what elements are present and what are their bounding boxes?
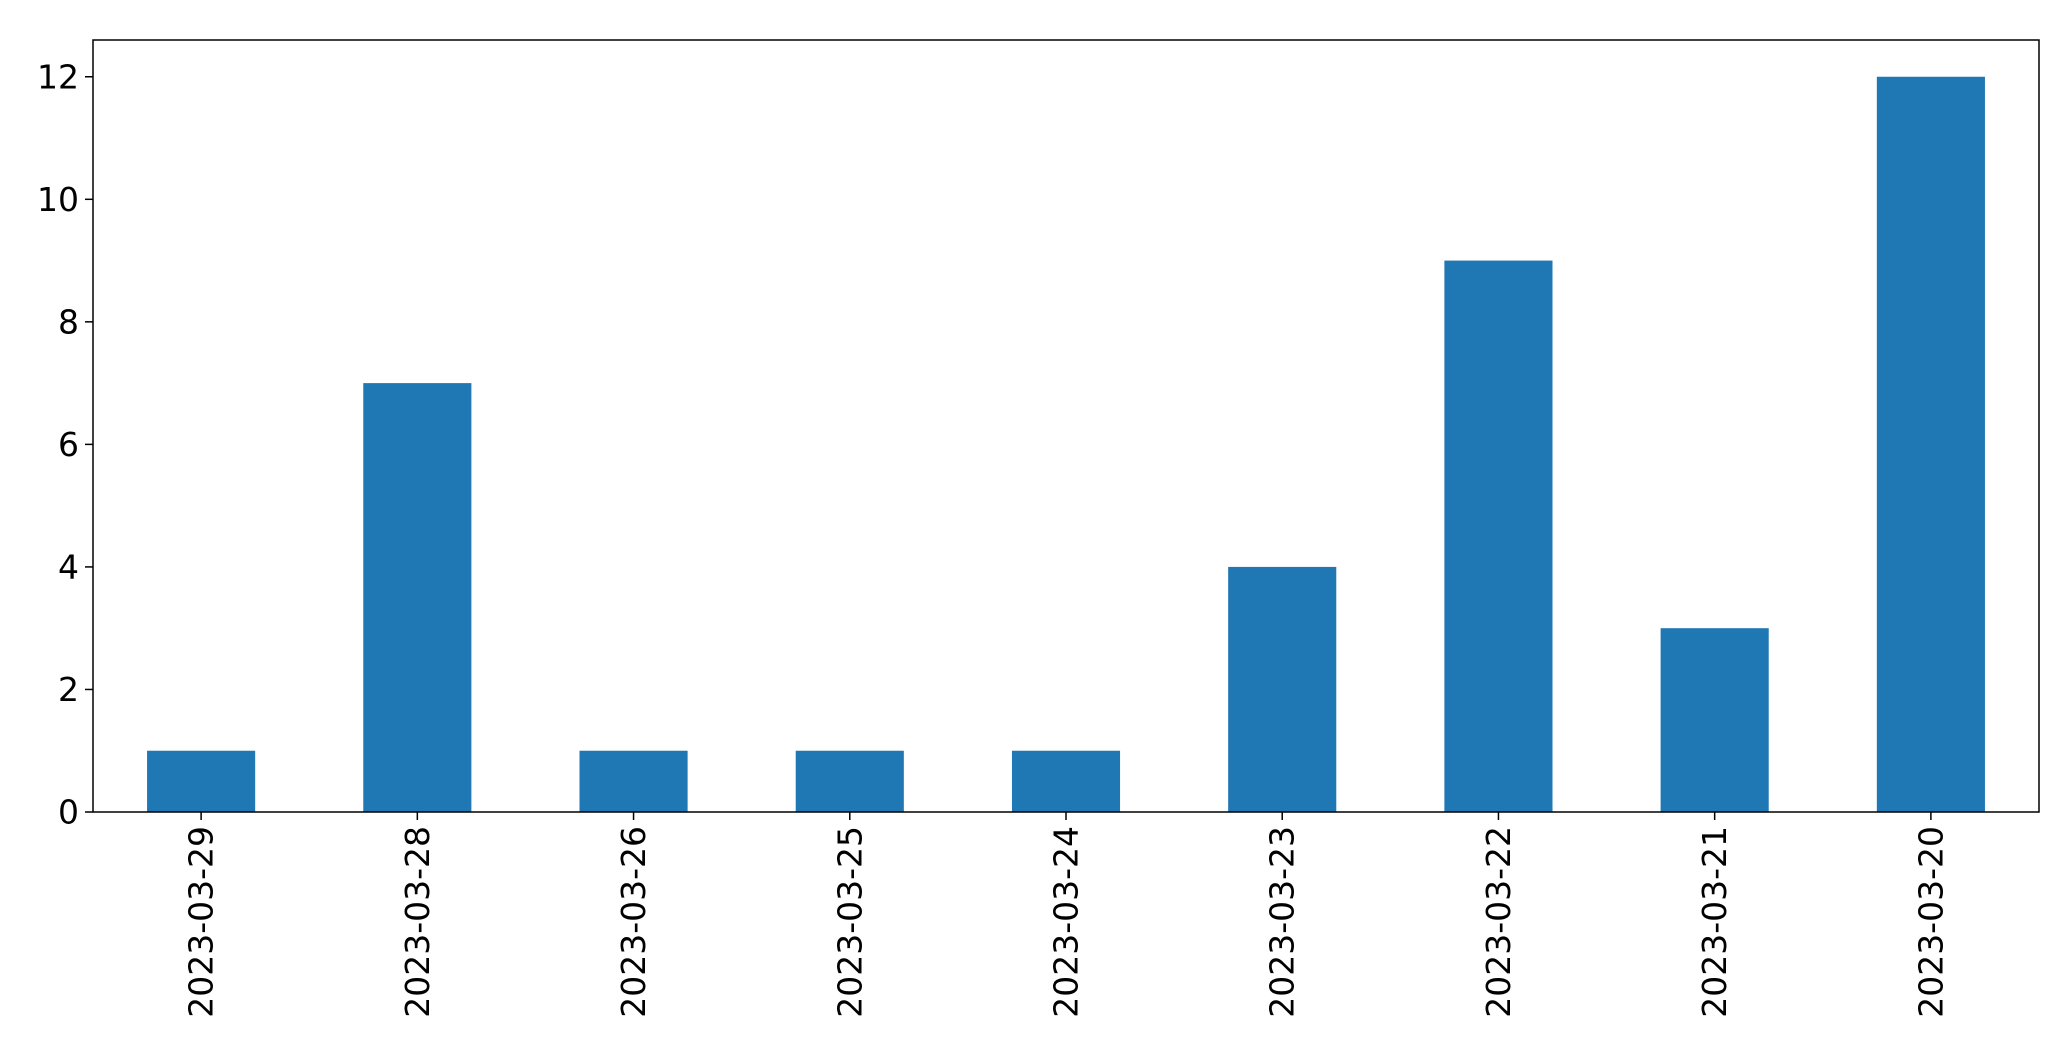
y-tick-label-10: 10 — [37, 180, 79, 219]
bar-2023-03-24 — [1011, 750, 1121, 812]
x-tick-label-2023-03-20: 2023-03-20 — [1911, 826, 1950, 1018]
x-tick-label-2023-03-21: 2023-03-21 — [1695, 826, 1734, 1018]
bar-2023-03-22 — [1444, 260, 1553, 813]
y-tick-label-0: 0 — [58, 793, 79, 832]
bar-2023-03-26 — [579, 750, 688, 812]
bar-2023-03-25 — [795, 750, 904, 812]
bar-2023-03-23 — [1228, 566, 1337, 812]
bar-2023-03-28 — [363, 383, 472, 812]
x-tick-label-2023-03-28: 2023-03-28 — [398, 826, 437, 1018]
x-tick-label-2023-03-24: 2023-03-24 — [1047, 826, 1086, 1018]
y-tick-label-12: 12 — [37, 57, 79, 96]
y-tick-label-8: 8 — [58, 302, 79, 341]
bar-2023-03-21 — [1660, 628, 1769, 812]
bar-2023-03-29 — [147, 750, 256, 812]
y-tick-label-4: 4 — [58, 547, 79, 586]
y-tick-label-6: 6 — [58, 425, 79, 464]
bar-2023-03-20 — [1876, 76, 1985, 812]
x-tick-label-2023-03-29: 2023-03-29 — [182, 826, 221, 1018]
ticks-layer: 0 2 4 6 8 10 12 2023-03-29 2023-03-28 2023-03-26 2… — [37, 57, 1950, 1018]
x-tick-label-2023-03-22: 2023-03-22 — [1479, 826, 1518, 1018]
x-tick-label-2023-03-25: 2023-03-25 — [830, 826, 869, 1018]
bars-layer — [147, 76, 1985, 813]
x-tick-label-2023-03-26: 2023-03-26 — [614, 826, 653, 1018]
y-tick-label-2: 2 — [58, 670, 79, 709]
x-tick-label-2023-03-23: 2023-03-23 — [1263, 826, 1302, 1018]
